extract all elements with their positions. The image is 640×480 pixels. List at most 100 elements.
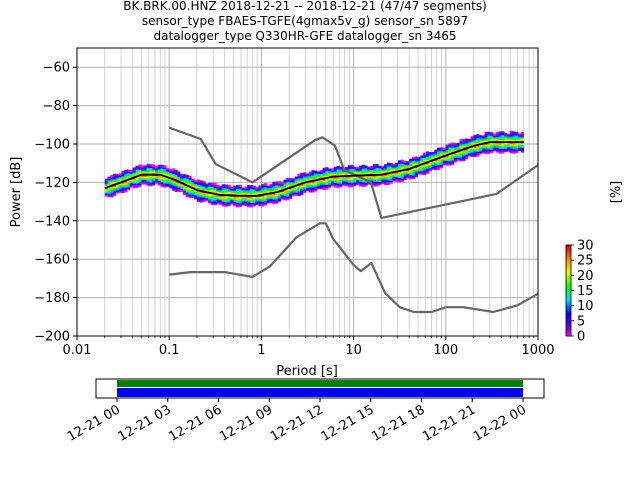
psd-cell bbox=[437, 149, 441, 152]
psd-cell bbox=[400, 176, 404, 179]
psd-cell bbox=[275, 199, 279, 203]
psd-cell bbox=[473, 134, 477, 138]
psd-cell bbox=[157, 178, 161, 181]
colorbar-tick-label: 5 bbox=[577, 314, 585, 329]
psd-cell bbox=[283, 181, 287, 184]
psd-cell bbox=[177, 188, 181, 191]
psd-cell bbox=[451, 143, 455, 147]
psd-cell bbox=[476, 141, 480, 145]
psd-cell bbox=[518, 136, 522, 139]
psd-cell bbox=[210, 190, 214, 193]
psd-cell bbox=[224, 187, 228, 190]
psd-cell bbox=[219, 191, 223, 195]
psd-cell bbox=[370, 179, 374, 183]
psd-cell bbox=[495, 139, 499, 142]
psd-cell bbox=[330, 174, 335, 177]
psd-cell bbox=[127, 169, 131, 172]
psd-cell bbox=[487, 150, 491, 153]
psd-cell bbox=[378, 181, 382, 184]
psd-cell bbox=[515, 133, 519, 137]
psd-cell bbox=[375, 177, 379, 181]
psd-cell bbox=[417, 159, 421, 163]
psd-cell bbox=[411, 170, 416, 174]
psd-cell bbox=[236, 201, 240, 205]
psd-cell bbox=[456, 153, 460, 157]
psd-cell bbox=[409, 164, 413, 168]
header-line-1: BK.BRK.00.HNZ 2018-12-21 -- 2018-12-21 (… bbox=[123, 0, 487, 13]
psd-cell bbox=[347, 165, 351, 168]
coverage-tick-label: 12-21 00 bbox=[65, 402, 123, 444]
psd-cell bbox=[168, 184, 173, 187]
psd-cell bbox=[495, 145, 499, 149]
psd-cell bbox=[113, 193, 117, 197]
psd-cell bbox=[174, 186, 178, 189]
psd-cell bbox=[417, 172, 421, 175]
psd-cell bbox=[445, 149, 449, 152]
psd-cell bbox=[238, 203, 242, 206]
psd-cell bbox=[182, 178, 187, 182]
psd-cell bbox=[317, 186, 321, 190]
psd-cell bbox=[470, 148, 474, 151]
y-tick-label: −180 bbox=[34, 291, 70, 306]
psd-cell bbox=[425, 171, 430, 174]
psd-cell bbox=[490, 135, 494, 138]
psd-cell bbox=[492, 133, 497, 136]
psd-cell bbox=[208, 201, 212, 204]
psd-cell bbox=[263, 195, 268, 198]
psd-cell bbox=[146, 165, 150, 168]
psd-cell bbox=[453, 146, 457, 149]
psd-cell bbox=[353, 175, 357, 179]
psd-cell bbox=[372, 170, 376, 173]
psd-cell bbox=[261, 196, 265, 199]
psd-cell bbox=[238, 200, 242, 203]
psd-cell bbox=[138, 167, 142, 170]
psd-cell bbox=[375, 171, 379, 175]
psd-cell bbox=[364, 180, 368, 184]
psd-cell bbox=[129, 175, 133, 179]
psd-cell bbox=[107, 181, 111, 184]
psd-cell bbox=[194, 189, 198, 192]
psd-cell bbox=[308, 185, 312, 188]
psd-cell bbox=[448, 149, 452, 152]
psd-cell bbox=[252, 202, 256, 205]
psd-cell bbox=[258, 197, 262, 201]
psd-cell bbox=[445, 150, 449, 154]
psd-cell bbox=[238, 186, 242, 189]
psd-cell bbox=[347, 181, 351, 185]
psd-cell bbox=[364, 168, 368, 171]
psd-cell bbox=[336, 181, 340, 184]
psd-cell bbox=[442, 156, 446, 160]
psd-cell bbox=[191, 190, 195, 194]
psd-cell bbox=[425, 165, 430, 168]
psd-cell bbox=[448, 155, 452, 159]
header-line-2: sensor_type FBAES-TGFE(4gmax5v_g) sensor… bbox=[142, 14, 468, 28]
psd-cell bbox=[479, 150, 483, 153]
psd-cell bbox=[504, 145, 508, 148]
psd-cell bbox=[384, 179, 388, 182]
psd-cell bbox=[487, 145, 491, 148]
psd-cell bbox=[501, 137, 505, 140]
psd-cell bbox=[160, 172, 164, 175]
psd-cell bbox=[406, 160, 410, 164]
psd-cell bbox=[182, 174, 187, 177]
psd-cell bbox=[291, 187, 295, 190]
psd-cell bbox=[512, 139, 516, 142]
psd-cell bbox=[236, 205, 240, 208]
psd-cell bbox=[347, 175, 351, 179]
psd-cell bbox=[216, 195, 220, 199]
psd-cell bbox=[442, 147, 446, 151]
psd-cell bbox=[196, 197, 201, 201]
psd-cell bbox=[428, 164, 432, 167]
psd-cell bbox=[328, 185, 332, 188]
psd-cell bbox=[255, 190, 259, 193]
psd-cell bbox=[238, 204, 242, 208]
plot-background bbox=[77, 48, 538, 336]
psd-cell bbox=[236, 195, 240, 199]
psd-cell bbox=[389, 178, 393, 181]
psd-cell bbox=[398, 170, 402, 174]
psd-cell bbox=[386, 181, 390, 184]
psd-cell bbox=[185, 190, 189, 193]
psd-cell bbox=[364, 183, 368, 187]
psd-cell bbox=[115, 189, 120, 193]
psd-cell bbox=[168, 179, 173, 183]
